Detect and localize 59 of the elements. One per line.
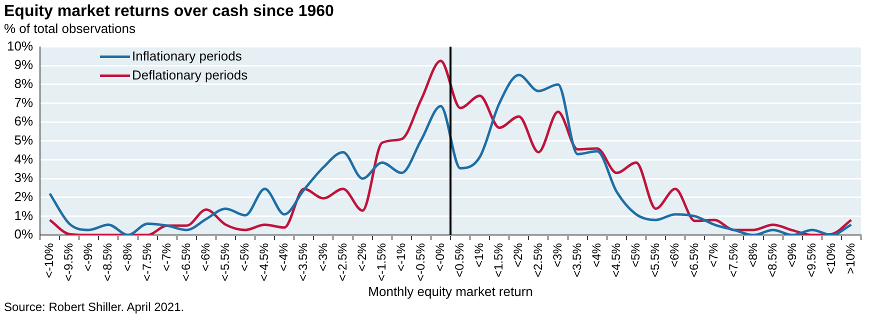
x-tick-label: <5.5%	[648, 242, 662, 278]
y-tick-label: 8%	[14, 76, 34, 92]
x-tick-label: <7%	[706, 242, 721, 268]
y-tick-label: 5%	[14, 132, 34, 148]
x-tick-label: <-2.5%	[335, 242, 350, 282]
x-tick-label: >10%	[844, 242, 858, 274]
x-tick-label: <5%	[628, 242, 643, 268]
y-tick-label: 7%	[14, 94, 34, 110]
x-tick-label: <-5%	[238, 242, 252, 272]
y-tick-label: 6%	[14, 114, 34, 129]
x-tick-label: <-5.5%	[218, 242, 232, 282]
x-tick-label: <3.5%	[570, 242, 584, 278]
x-tick-label: <-9%	[81, 242, 96, 272]
x-tick-label: <-1.5%	[374, 242, 388, 282]
x-tick-label: <-8%	[120, 242, 134, 272]
y-tick-label: 2%	[14, 188, 34, 204]
x-tick-label: <2.5%	[530, 242, 545, 278]
y-tick-label: 3%	[14, 170, 34, 186]
x-tick-label: <3%	[550, 242, 564, 268]
x-tick-label: <10%	[824, 242, 838, 274]
x-tick-label: <9%	[784, 242, 799, 268]
legend-label: Deflationary periods	[132, 67, 248, 82]
x-tick-label: <-8.5%	[100, 242, 115, 282]
x-tick-label: <-9.5%	[62, 242, 76, 282]
x-tick-label: <-10%	[42, 242, 56, 278]
x-tick-label: <-7.5%	[140, 242, 154, 282]
x-tick-label: <1.5%	[492, 242, 506, 278]
chart-subtitle: % of total observations	[4, 21, 137, 36]
x-tick-label: <-6.5%	[178, 242, 193, 282]
x-tick-label: <-6%	[198, 242, 212, 272]
y-tick-label: 1%	[14, 208, 34, 223]
x-tick-label: <0.5%	[452, 242, 467, 278]
x-tick-label: <-1%	[394, 242, 408, 272]
x-tick-label: <-3.5%	[296, 242, 310, 282]
x-axis-title: Monthly equity market return	[368, 284, 533, 299]
x-tick-label: <-3%	[316, 242, 330, 272]
x-tick-label: <9.5%	[804, 242, 818, 278]
chart-title: Equity market returns over cash since 1960	[4, 2, 335, 21]
x-tick-label: <8%	[746, 242, 760, 268]
x-tick-label: <8.5%	[765, 242, 780, 278]
source-note: Source: Robert Shiller. April 2021.	[4, 300, 186, 314]
x-tick-label: <4.5%	[608, 242, 623, 278]
x-tick-label: <-4.5%	[257, 242, 272, 282]
x-tick-label: <-0%	[433, 242, 448, 272]
x-tick-label: <-7%	[159, 242, 174, 272]
legend-label: Inflationary periods	[132, 48, 242, 64]
x-tick-label: <-4%	[276, 242, 291, 272]
y-tick-label: 10%	[6, 38, 34, 54]
x-tick-label: <2%	[511, 242, 526, 268]
x-tick-label: <7.5%	[726, 242, 740, 278]
x-tick-label: <4%	[589, 242, 604, 268]
x-tick-label: <6%	[668, 242, 682, 268]
x-tick-label: <1%	[472, 242, 486, 268]
y-tick-label: 9%	[14, 57, 34, 72]
y-tick-label: 4%	[14, 151, 34, 166]
y-tick-label: 0%	[14, 226, 34, 242]
x-tick-label: <-2%	[354, 242, 369, 272]
x-tick-label: <-0.5%	[414, 242, 428, 282]
x-tick-label: <6.5%	[687, 242, 702, 278]
